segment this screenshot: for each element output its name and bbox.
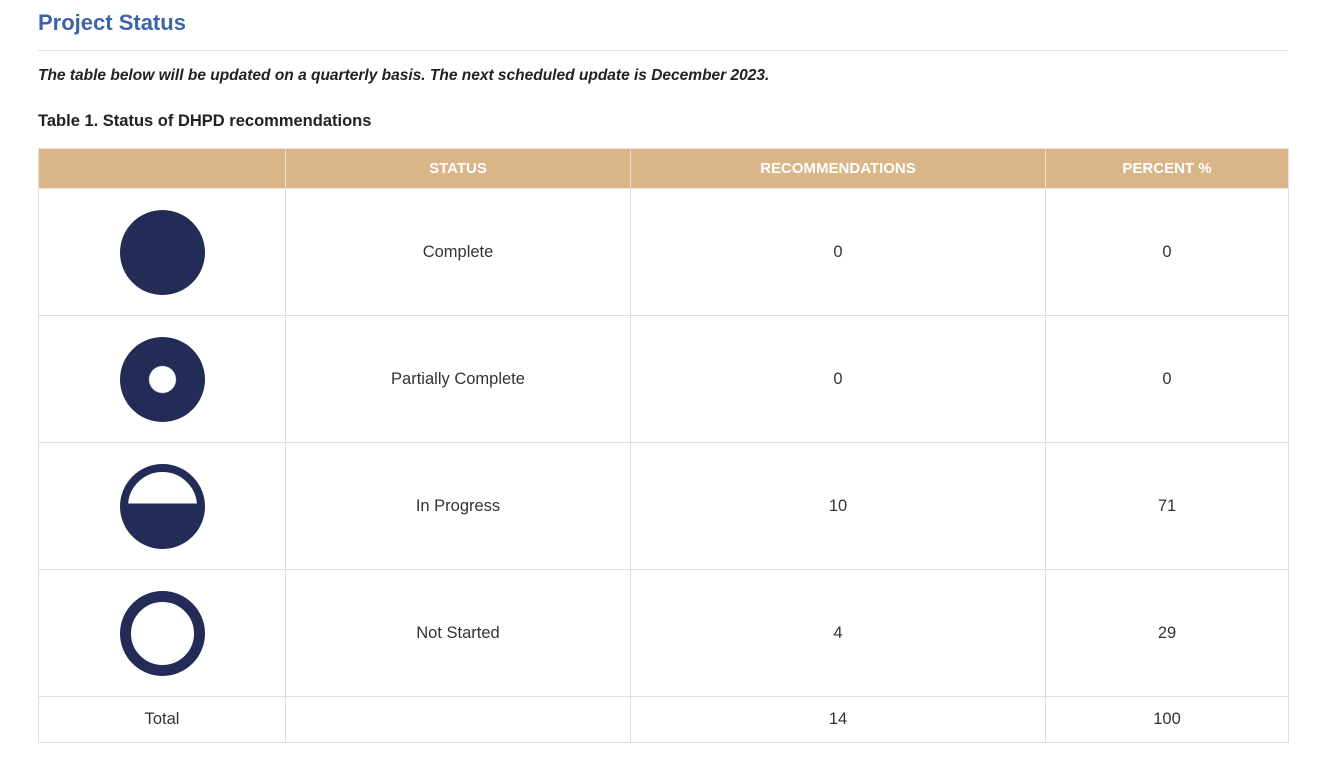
status-label: Partially Complete	[285, 315, 631, 443]
table-row: Not Started 4 29	[38, 569, 1289, 697]
percent-value: 0	[1045, 188, 1289, 316]
column-header-recommendations: RECOMMENDATIONS	[630, 148, 1046, 189]
table-total-row: Total 14 100	[38, 696, 1289, 743]
page-title: Project Status	[38, 10, 186, 35]
total-label: Total	[38, 696, 286, 743]
status-table: STATUS RECOMMENDATIONS PERCENT % Complet…	[38, 148, 1289, 743]
table-row: Partially Complete 0 0	[38, 315, 1289, 443]
complete-circle-icon	[119, 209, 205, 295]
column-header-status: STATUS	[285, 148, 631, 189]
update-notice-text: The table below will be updated on a qua…	[38, 67, 770, 84]
percent-value: 71	[1045, 442, 1289, 570]
table-caption: Table 1. Status of DHPD recommendations	[38, 112, 372, 130]
status-icon-cell	[38, 442, 286, 570]
in-progress-circle-icon	[119, 463, 205, 549]
total-percent-value: 100	[1045, 696, 1289, 743]
recommendations-value: 10	[630, 442, 1046, 570]
status-label: Complete	[285, 188, 631, 316]
table-header-row: STATUS RECOMMENDATIONS PERCENT %	[38, 148, 1289, 189]
percent-value: 29	[1045, 569, 1289, 697]
recommendations-value: 0	[630, 188, 1046, 316]
status-icon-cell	[38, 315, 286, 443]
recommendations-value: 0	[630, 315, 1046, 443]
status-icon-cell	[38, 569, 286, 697]
status-label: Not Started	[285, 569, 631, 697]
recommendations-value: 4	[630, 569, 1046, 697]
percent-value: 0	[1045, 315, 1289, 443]
column-header-percent: PERCENT %	[1045, 148, 1289, 189]
status-icon-cell	[38, 188, 286, 316]
column-header-icon	[38, 148, 286, 189]
table-row: In Progress 10 71	[38, 442, 1289, 570]
partially-complete-circle-icon	[119, 336, 205, 422]
total-status-cell	[285, 696, 631, 743]
heading-divider	[38, 50, 1288, 51]
content-area: Project Status The table below will be u…	[38, 10, 1289, 743]
total-recommendations-value: 14	[630, 696, 1046, 743]
not-started-circle-icon	[119, 590, 205, 676]
status-label: In Progress	[285, 442, 631, 570]
table-row: Complete 0 0	[38, 188, 1289, 316]
